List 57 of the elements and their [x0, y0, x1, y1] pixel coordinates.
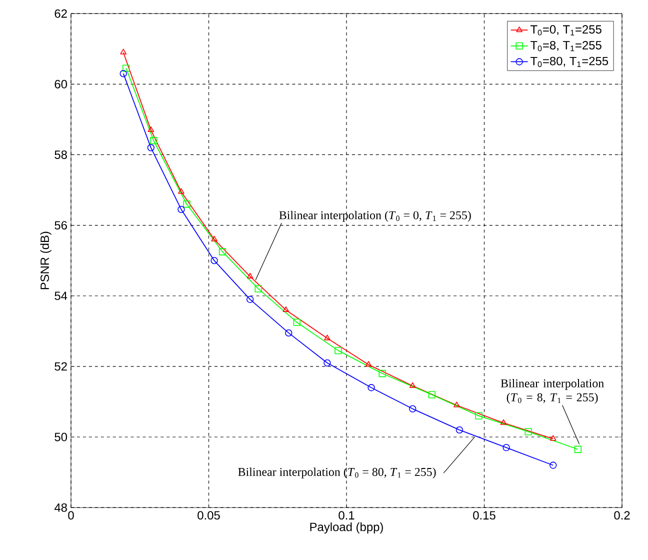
legend-label: T$_{0}$=8, T$_{1}$=255 [530, 41, 602, 52]
y-tick-label: 56 [54, 221, 67, 230]
point [178, 188, 184, 194]
point [324, 359, 331, 366]
point [246, 296, 254, 303]
point [500, 419, 507, 425]
point [550, 462, 557, 469]
point [285, 329, 292, 337]
point [120, 48, 127, 54]
x-tick-label: 0.2 [614, 511, 630, 520]
annotation: Bilinear interpolation (T$_{0}$ = 80, T$_{1}$ = 255) [238, 468, 436, 478]
point [148, 126, 154, 132]
point [150, 137, 158, 144]
point [409, 405, 416, 412]
point [378, 370, 386, 378]
point [324, 334, 330, 340]
point [502, 444, 510, 452]
y-tick-label: 52 [54, 362, 67, 371]
x-tick-label: 0.05 [198, 511, 220, 520]
y-tick-label: 62 [54, 9, 67, 18]
y-axis-title: PSNR (dB) [40, 232, 52, 290]
x-tick-label: 0.15 [473, 511, 496, 520]
point [293, 318, 301, 326]
point [183, 200, 190, 208]
point [574, 446, 582, 453]
point [254, 285, 262, 292]
x-axis-title: Payload (bpp) [310, 522, 383, 534]
point [218, 248, 226, 256]
x-tick-label: 0.1 [338, 511, 354, 520]
point [120, 70, 127, 78]
annotation: Bilinear interpolation (T$_{0}$ = 8, T$_{1}$ = 255) [500, 378, 604, 404]
point [475, 412, 482, 420]
y-tick-label: 58 [54, 150, 67, 159]
point [409, 382, 416, 388]
point [282, 306, 290, 312]
y-tick-label: 54 [54, 292, 68, 300]
annotation: Bilinear interpolation (T$_{0}$ = 0, T$_{1}$ = 255) [279, 210, 471, 222]
point [334, 346, 342, 354]
point [454, 402, 460, 408]
point [428, 391, 436, 398]
point [178, 206, 185, 214]
point [456, 426, 464, 434]
legend-label: T$_{0}$=0, T$_{1}$=255 [530, 25, 602, 36]
x-tick-label: 0 [68, 511, 74, 520]
point [147, 144, 154, 152]
y-tick-label: 50 [54, 432, 68, 442]
y-tick-label: 48 [54, 503, 67, 512]
point [365, 361, 372, 367]
point [550, 435, 556, 441]
point [246, 272, 254, 278]
y-tick-label: 60 [54, 80, 68, 88]
point [210, 256, 218, 264]
point [122, 64, 130, 72]
point [211, 236, 218, 242]
point [368, 384, 375, 392]
point [524, 428, 532, 436]
legend-label: T$_{0}$=80, T$_{1}$=255 [530, 56, 608, 68]
